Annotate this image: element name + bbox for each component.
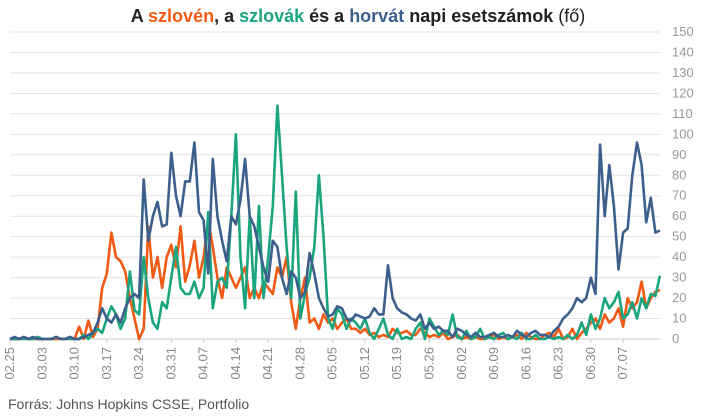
x-tick-label: 03.10 bbox=[67, 347, 82, 380]
title-croatian: horvát bbox=[349, 6, 405, 26]
title-slovak: szlovák bbox=[239, 6, 305, 26]
title-text-3: és a bbox=[304, 6, 350, 26]
y-tick-label: 10 bbox=[672, 311, 686, 326]
x-tick-label: 03.17 bbox=[99, 347, 114, 380]
chart-title: A szlovén, a szlovák és a horvát napi es… bbox=[0, 6, 716, 27]
y-tick-label: 70 bbox=[672, 188, 686, 203]
x-tick-label: 05.12 bbox=[357, 347, 372, 380]
y-axis-ticks: 0 10 20 30 40 50 60 70 80 90 100 110 120 130 140 150 bbox=[672, 24, 694, 346]
x-tick-label: 04.07 bbox=[196, 347, 211, 380]
title-text-2: , a bbox=[214, 6, 240, 26]
x-tick-label: 07.07 bbox=[615, 347, 630, 380]
x-tick-label: 03.24 bbox=[131, 347, 146, 380]
x-tick-label: 05.26 bbox=[422, 347, 437, 380]
x-tick-label: 06.16 bbox=[518, 347, 533, 380]
y-tick-label: 90 bbox=[672, 147, 686, 162]
title-slovenian: szlovén bbox=[148, 6, 215, 26]
y-tick-label: 40 bbox=[672, 249, 686, 264]
x-tick-label: 06.02 bbox=[454, 347, 469, 380]
x-tick-label: 03.31 bbox=[163, 347, 178, 380]
y-tick-label: 110 bbox=[672, 106, 693, 121]
x-tick-label: 02.25 bbox=[2, 347, 17, 380]
y-tick-label: 150 bbox=[672, 24, 694, 39]
y-tick-label: 120 bbox=[672, 85, 694, 100]
y-tick-label: 100 bbox=[672, 126, 694, 141]
x-axis-ticks: 02.25 03.03 03.10 03.17 03.24 03.31 04.07 04.14… bbox=[2, 339, 630, 380]
x-tick-label: 03.03 bbox=[34, 347, 49, 380]
x-tick-label: 04.21 bbox=[260, 347, 275, 380]
y-tick-label: 140 bbox=[672, 44, 694, 59]
x-tick-label: 06.23 bbox=[551, 347, 566, 380]
y-tick-label: 0 bbox=[672, 331, 679, 346]
title-text-4: napi esetszámok bbox=[404, 6, 554, 26]
title-unit: (fő) bbox=[553, 6, 586, 26]
chart-series bbox=[9, 104, 662, 341]
x-tick-label: 05.19 bbox=[389, 347, 404, 380]
title-text-1: A bbox=[130, 6, 149, 26]
y-tick-label: 50 bbox=[672, 229, 686, 244]
x-tick-label: 06.30 bbox=[583, 347, 598, 380]
x-tick-label: 04.14 bbox=[228, 347, 243, 380]
series-line-slovak bbox=[10, 104, 662, 341]
source-note: Forrás: Johns Hopkins CSSE, Portfolio bbox=[8, 396, 250, 412]
x-tick-label: 05.05 bbox=[325, 347, 340, 380]
y-tick-label: 80 bbox=[672, 167, 686, 182]
chart-grid bbox=[10, 31, 660, 340]
y-tick-label: 130 bbox=[672, 65, 694, 80]
y-tick-label: 30 bbox=[672, 270, 686, 285]
x-tick-label: 06.09 bbox=[486, 347, 501, 380]
series-line-croatian bbox=[9, 141, 661, 341]
x-tick-label: 04.28 bbox=[292, 347, 307, 380]
y-tick-label: 20 bbox=[672, 290, 686, 305]
y-tick-label: 60 bbox=[672, 208, 686, 223]
